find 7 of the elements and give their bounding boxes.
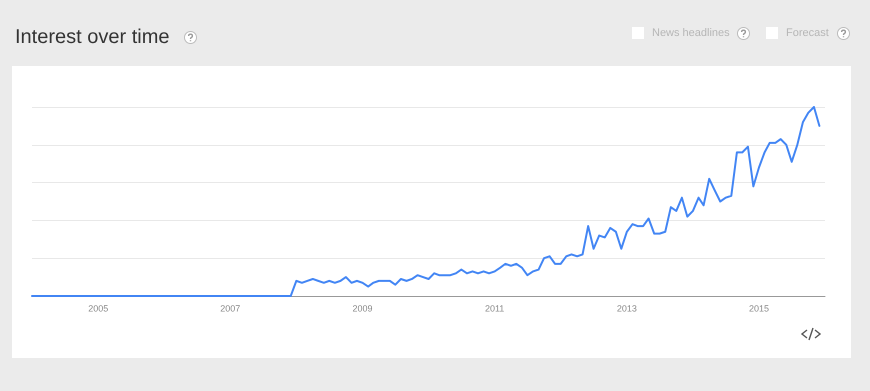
x-tick-label: 2011: [484, 304, 504, 314]
x-tick-label: 2007: [220, 304, 240, 314]
x-tick-label: 2015: [748, 304, 769, 314]
x-tick-label: 2009: [352, 304, 373, 314]
chart-title: Interest over time: [15, 26, 170, 48]
x-tick-label: 2013: [616, 304, 637, 314]
x-tick-label: 2005: [88, 304, 108, 314]
